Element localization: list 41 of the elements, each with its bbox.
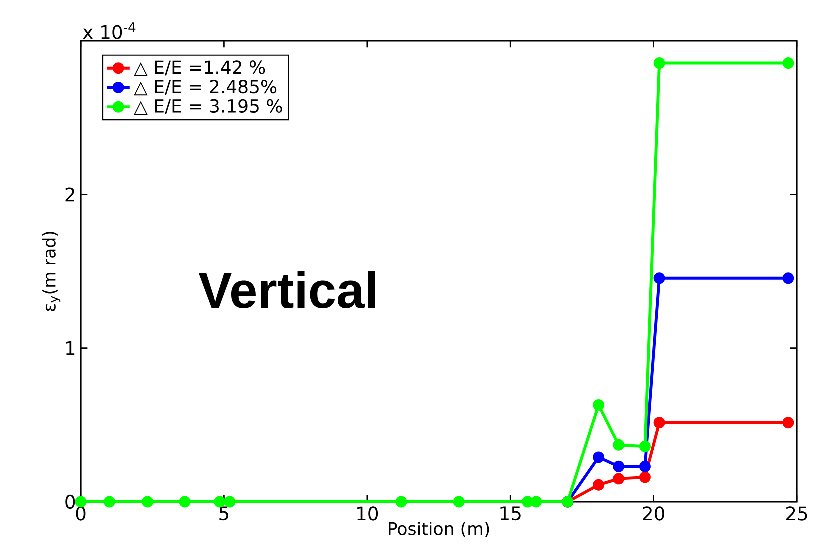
x-tick-label: 5 <box>220 506 229 521</box>
point <box>613 473 625 485</box>
x-tick-label: 20 <box>643 506 664 521</box>
point <box>224 496 236 508</box>
point <box>654 58 666 70</box>
point <box>522 496 534 508</box>
x-axis-title: Position (m) <box>388 522 490 538</box>
y-tick-label: 2 <box>66 188 74 202</box>
x-tick-label: 15 <box>500 506 521 521</box>
point <box>75 496 87 508</box>
point <box>593 479 605 491</box>
point <box>179 496 191 508</box>
point <box>142 496 154 508</box>
y-tick-label: 1 <box>66 342 75 356</box>
point <box>396 496 408 508</box>
point <box>639 460 651 472</box>
text: x 10$^{-4}$ <box>83 22 136 40</box>
point <box>782 272 794 284</box>
point <box>639 472 651 484</box>
point <box>782 417 794 429</box>
point <box>214 496 226 508</box>
point <box>530 496 542 508</box>
point <box>782 58 794 70</box>
point <box>593 399 605 411</box>
legend-label: △ E/E = 3.195 % <box>134 99 282 115</box>
y-axis-title: ε$_{y}$(m rad) <box>42 232 61 312</box>
y-tick-label: 0 <box>66 494 76 510</box>
point <box>104 496 116 508</box>
point <box>654 272 666 284</box>
x-tick-label: 25 <box>786 506 808 521</box>
legend-label: △ E/E =1.42 % <box>134 60 266 76</box>
annotation: Vertical <box>198 271 376 309</box>
point <box>613 439 625 451</box>
point <box>639 440 651 452</box>
point <box>453 496 465 508</box>
point <box>593 452 605 464</box>
point <box>613 460 625 472</box>
legend-label: △ E/E = 2.485% <box>134 80 277 96</box>
x-tick-label: 10 <box>358 506 378 521</box>
x-tick-label: 0 <box>76 506 86 521</box>
point <box>654 417 666 429</box>
